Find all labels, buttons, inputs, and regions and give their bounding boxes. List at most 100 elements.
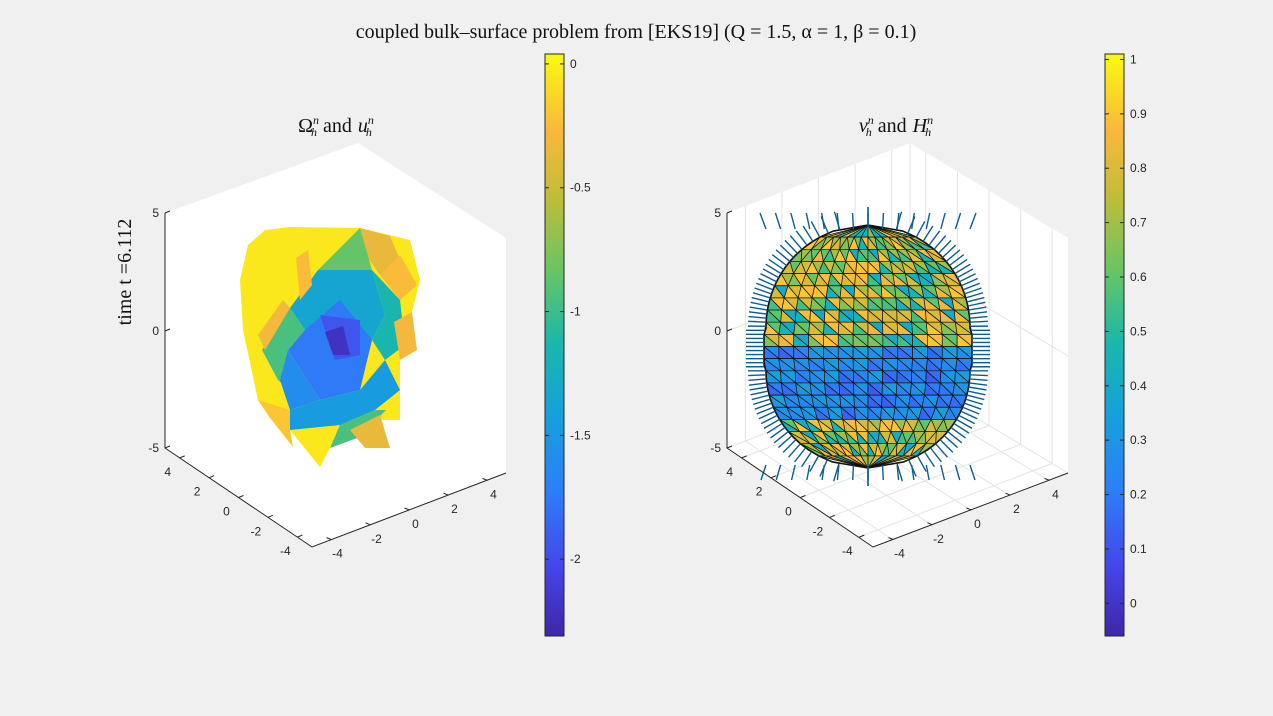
normal-arrow (789, 235, 803, 250)
normal-arrow (925, 212, 931, 230)
figure-suptitle: coupled bulk–surface problem from [EKS19… (356, 21, 917, 43)
colorbar-tick-label: 0.8 (1130, 161, 1147, 175)
x-tick (365, 522, 371, 526)
x-tick-label: 2 (451, 502, 458, 516)
normal-arrow (800, 451, 813, 468)
normal-arrow (967, 390, 986, 396)
y-tick-label: -4 (842, 544, 853, 558)
normal-arrow (966, 296, 985, 303)
y-tick (238, 495, 244, 498)
bulk-facet (258, 400, 293, 447)
right-colorbar (1104, 53, 1125, 637)
normal-arrow (961, 277, 979, 287)
normal-arrow (752, 292, 771, 299)
normal-arrow (802, 225, 814, 242)
right-axes-ticks: 5 0 -5 4 2 0 -2 -4 -4 -2 0 2 4 (710, 206, 1059, 561)
normal-arrow (757, 277, 775, 287)
normal-arrow (896, 463, 904, 482)
normal-arrow (922, 225, 934, 242)
normal-arrow (968, 306, 987, 311)
normal-arrow (775, 464, 782, 481)
normal-arrow (777, 435, 793, 449)
y-tick-label: -2 (813, 524, 824, 538)
normal-arrow (938, 239, 952, 254)
left-axes-ticks: 5 0 -5 4 2 0 -2 -4 -4 -2 0 2 4 (148, 206, 497, 561)
normal-arrow (948, 254, 965, 267)
normal-arrow (752, 398, 771, 406)
z-tick-label: 5 (714, 206, 721, 220)
normal-arrow (832, 463, 840, 482)
normal-arrow (748, 374, 767, 377)
x-tick-label: 4 (490, 487, 497, 501)
normal-arrow (749, 386, 768, 391)
y-tick (770, 475, 777, 479)
normal-arrow (766, 422, 783, 434)
surface-mesh (762, 223, 974, 470)
normal-arrow (852, 464, 855, 481)
normal-arrow (947, 431, 963, 444)
normal-arrow (795, 230, 808, 246)
y-tick (179, 455, 185, 459)
x-tick-label: 0 (974, 517, 981, 531)
x-tick (927, 522, 933, 526)
normal-arrow (758, 410, 776, 420)
normal-arrow (821, 464, 825, 481)
x-tick (482, 477, 488, 481)
normal-arrow (962, 406, 980, 415)
normal-arrow (935, 443, 949, 458)
bulk-facet (325, 326, 350, 355)
colorbar-tick-label: 0.7 (1130, 216, 1147, 230)
normal-arrow (969, 320, 988, 323)
quiver-normals (746, 207, 990, 486)
normal-arrow (784, 239, 798, 254)
normal-arrow (962, 282, 980, 291)
normal-arrow (821, 212, 825, 230)
normal-arrow (836, 464, 840, 481)
normal-arrow (748, 382, 767, 386)
normal-arrow (960, 410, 978, 420)
normal-arrow (760, 273, 777, 283)
y-tick (267, 514, 274, 518)
normal-arrow (916, 455, 927, 472)
normal-arrow (942, 244, 957, 258)
x-tick-label: -2 (933, 532, 944, 546)
normal-arrow (750, 301, 769, 307)
normal-arrow (768, 258, 785, 271)
normal-arrow (954, 263, 971, 275)
z-tick-label: 0 (714, 324, 721, 338)
z-tick (164, 445, 171, 449)
normal-arrow (958, 414, 976, 425)
normal-arrow (950, 426, 966, 439)
right-axes: νn h and Hn h 5 0 -5 4 2 0 -2 -4 -4 -2 0 2 4 (710, 113, 1069, 561)
normal-arrow (964, 287, 982, 295)
grid-line (829, 444, 1021, 518)
normal-arrow (911, 212, 915, 230)
grid-line (858, 463, 1053, 538)
left-axes: Ωn h and un h time t =6.112 5 0 -5 4 2 0 -2 -4 -4 -2 0… (114, 113, 507, 561)
x-tick (1044, 477, 1050, 481)
normal-arrow (809, 455, 820, 472)
colorbar-tick-label: 0.5 (1130, 324, 1147, 338)
left-colorbar-ticks: 0 -0.5 -1 -1.5 -2 (545, 57, 591, 566)
normal-arrow (881, 212, 885, 230)
normal-arrow (750, 390, 769, 396)
normal-arrow (959, 273, 976, 283)
left-colorbar (544, 53, 565, 637)
right-axes-title: νn h and Hn h (859, 113, 933, 139)
y-tick-label: 4 (726, 465, 733, 479)
normal-arrow (805, 212, 811, 230)
normal-arrow (765, 263, 782, 275)
x-tick-label: 0 (412, 517, 419, 531)
x-tick-label: -4 (894, 547, 905, 561)
normal-arrow (754, 287, 772, 295)
normal-arrow (969, 378, 988, 382)
normal-arrow (881, 464, 884, 481)
y-tick (800, 495, 806, 498)
normal-arrow (790, 464, 796, 481)
z-tick (164, 328, 171, 332)
normal-arrow (751, 394, 770, 401)
normal-arrow (969, 374, 988, 377)
x-tick (404, 507, 410, 511)
